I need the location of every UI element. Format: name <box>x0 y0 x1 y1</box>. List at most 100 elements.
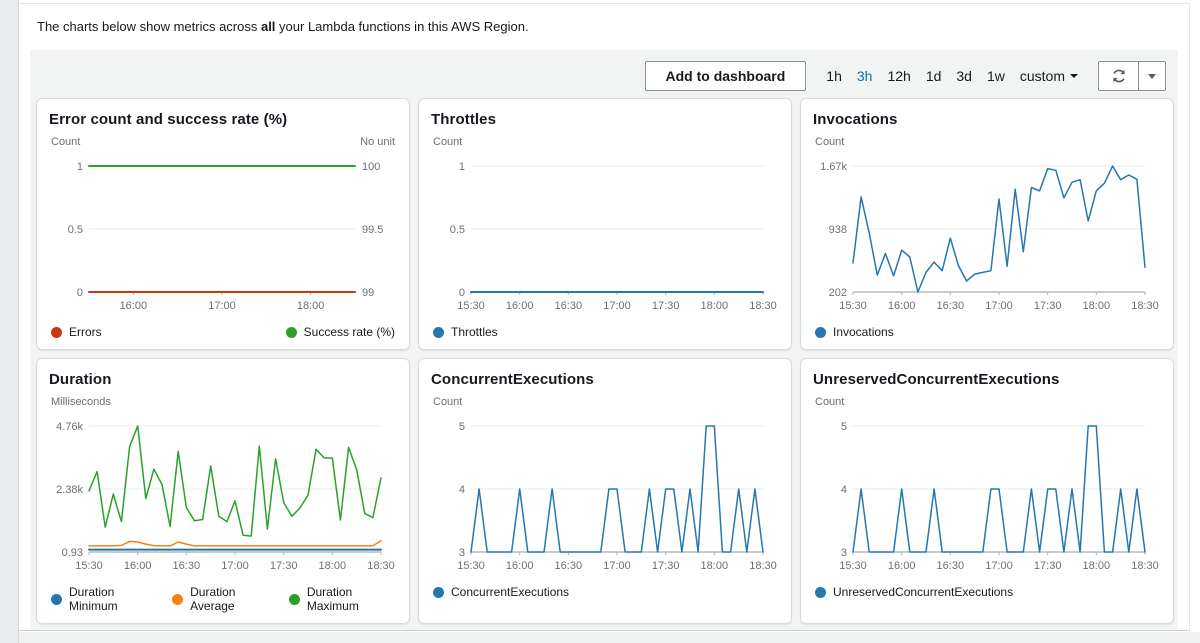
series-line-concurrentexecutions <box>470 425 764 553</box>
legend-item-unreservedconcurrentexecutions[interactable]: UnreservedConcurrentExecutions <box>815 585 1013 599</box>
y-axis-unit-label: Count <box>433 136 463 148</box>
chart-legend: Throttles <box>431 325 779 339</box>
svg-text:18:00: 18:00 <box>1083 300 1111 312</box>
chart-title: Throttles <box>431 111 497 128</box>
svg-text:4: 4 <box>841 484 847 496</box>
legend-item-duration-maximum[interactable]: Duration Maximum <box>288 585 397 613</box>
axis-unit-row: Milliseconds <box>49 396 397 408</box>
legend-item-throttles[interactable]: Throttles <box>433 325 498 339</box>
svg-text:17:30: 17:30 <box>652 300 680 312</box>
right-y-axis-unit-label: No unit <box>360 136 395 148</box>
refresh-button[interactable] <box>1099 62 1138 90</box>
svg-text:18:30: 18:30 <box>367 560 395 572</box>
chart-title: UnreservedConcurrentExecutions <box>813 371 1060 388</box>
time-range-1d[interactable]: 1d <box>925 68 942 84</box>
svg-text:16:30: 16:30 <box>937 560 965 572</box>
chart-canvas-throttles[interactable]: 1 0.5 015:30 16:00 16:30 17:00 17:30 18:00 18:30 <box>431 150 779 320</box>
legend-swatch <box>288 593 300 605</box>
axis-unit-row: Count <box>813 396 1161 408</box>
svg-text:0.5: 0.5 <box>68 224 83 236</box>
svg-text:15:30: 15:30 <box>457 560 485 572</box>
svg-text:17:00: 17:00 <box>603 300 631 312</box>
legend-item-concurrentexecutions[interactable]: ConcurrentExecutions <box>433 585 569 599</box>
time-range-3h[interactable]: 3h <box>856 68 873 84</box>
svg-text:1: 1 <box>77 161 83 173</box>
svg-text:202: 202 <box>829 287 847 299</box>
charts-toolbar: Add to dashboard 1h 3h 12h 1d 3d 1w custom <box>36 56 1172 96</box>
svg-text:3: 3 <box>459 547 465 559</box>
svg-text:4.76k: 4.76k <box>56 421 83 433</box>
axis-unit-row: Count <box>431 396 779 408</box>
svg-text:0: 0 <box>77 287 83 299</box>
charts-grid: Error count and success rate (%) Count N… <box>36 98 1174 624</box>
chart-legend: Errors Success rate (%) <box>49 325 397 339</box>
y-axis-unit-label: Count <box>815 396 845 408</box>
svg-text:17:00: 17:00 <box>221 560 249 572</box>
time-range-custom[interactable]: custom <box>1020 68 1078 84</box>
svg-text:16:00: 16:00 <box>506 560 534 572</box>
chart-title: Invocations <box>813 111 898 128</box>
svg-text:18:00: 18:00 <box>701 300 729 312</box>
chart-title: ConcurrentExecutions <box>431 371 594 388</box>
notice-text-prefix: The charts below show metrics across <box>37 19 261 34</box>
svg-text:18:30: 18:30 <box>749 560 777 572</box>
svg-text:17:30: 17:30 <box>270 560 298 572</box>
time-range-12h[interactable]: 12h <box>887 68 911 84</box>
svg-text:16:00: 16:00 <box>120 300 148 312</box>
time-range-selector: 1h 3h 12h 1d 3d 1w custom <box>826 68 1078 84</box>
chart-canvas-unreserved-concurrent-executions[interactable]: 5 4 315:30 16:00 16:30 17:00 17:30 18:00 18:30 <box>813 410 1161 580</box>
legend-swatch <box>433 586 444 598</box>
page-bottom-gutter <box>19 632 1200 643</box>
svg-text:17:00: 17:00 <box>985 300 1013 312</box>
add-to-dashboard-button[interactable]: Add to dashboard <box>644 61 807 91</box>
svg-text:18:00: 18:00 <box>701 560 729 572</box>
legend-swatch <box>815 586 826 598</box>
legend-item-success-rate[interactable]: Success rate (%) <box>285 325 395 339</box>
svg-text:16:30: 16:30 <box>555 560 583 572</box>
axis-unit-row: Count <box>431 136 779 148</box>
legend-label: ConcurrentExecutions <box>451 585 570 599</box>
legend-item-errors[interactable]: Errors <box>51 325 102 339</box>
legend-label: Invocations <box>833 325 894 339</box>
svg-text:17:00: 17:00 <box>985 560 1013 572</box>
legend-label: Duration Maximum <box>306 585 359 613</box>
metrics-panel: The charts below show metrics across all… <box>19 3 1190 631</box>
svg-text:17:00: 17:00 <box>208 300 236 312</box>
svg-text:15:30: 15:30 <box>457 300 485 312</box>
svg-text:18:30: 18:30 <box>1131 560 1159 572</box>
svg-text:16:00: 16:00 <box>506 300 534 312</box>
chart-canvas-concurrent-executions[interactable]: 5 4 315:30 16:00 16:30 17:00 17:30 18:00 18:30 <box>431 410 779 580</box>
legend-item-duration-average[interactable]: Duration Average <box>172 585 273 613</box>
svg-text:5: 5 <box>841 421 847 433</box>
svg-text:16:30: 16:30 <box>937 300 965 312</box>
time-range-1h[interactable]: 1h <box>826 68 842 84</box>
legend-item-duration-minimum[interactable]: Duration Minimum <box>51 585 156 613</box>
svg-text:1: 1 <box>459 161 465 173</box>
svg-text:16:00: 16:00 <box>888 300 916 312</box>
y-axis-unit-label: Count <box>51 136 81 148</box>
metric-card-duration: Duration Milliseconds 4.76k 2.38k 0.93 15:3… <box>36 358 410 624</box>
series-line-unreservedconcurrentexecutions <box>852 425 1146 553</box>
chart-title: Error count and success rate (%) <box>49 111 288 128</box>
svg-text:0: 0 <box>459 287 465 299</box>
svg-text:17:30: 17:30 <box>652 560 680 572</box>
svg-text:18:30: 18:30 <box>1131 300 1159 312</box>
time-range-1w[interactable]: 1w <box>986 68 1005 84</box>
legend-item-invocations[interactable]: Invocations <box>815 325 894 339</box>
svg-text:3: 3 <box>841 547 847 559</box>
svg-text:15:30: 15:30 <box>839 560 867 572</box>
chart-canvas-error-success[interactable]: 1 100 0.5 99.5 0 99 16:00 17:00 18:00 <box>49 150 397 320</box>
axis-unit-row: Count No unit <box>49 136 397 148</box>
legend-label: Duration Minimum <box>69 585 118 613</box>
legend-swatch <box>285 326 297 338</box>
time-range-custom-label: custom <box>1019 68 1065 84</box>
legend-label: UnreservedConcurrentExecutions <box>833 585 1014 599</box>
svg-text:17:30: 17:30 <box>1034 560 1062 572</box>
svg-text:17:00: 17:00 <box>603 560 631 572</box>
time-range-3d[interactable]: 3d <box>956 68 972 84</box>
svg-text:16:30: 16:30 <box>555 300 583 312</box>
refresh-options-button[interactable] <box>1138 62 1165 90</box>
svg-text:18:00: 18:00 <box>1083 560 1111 572</box>
